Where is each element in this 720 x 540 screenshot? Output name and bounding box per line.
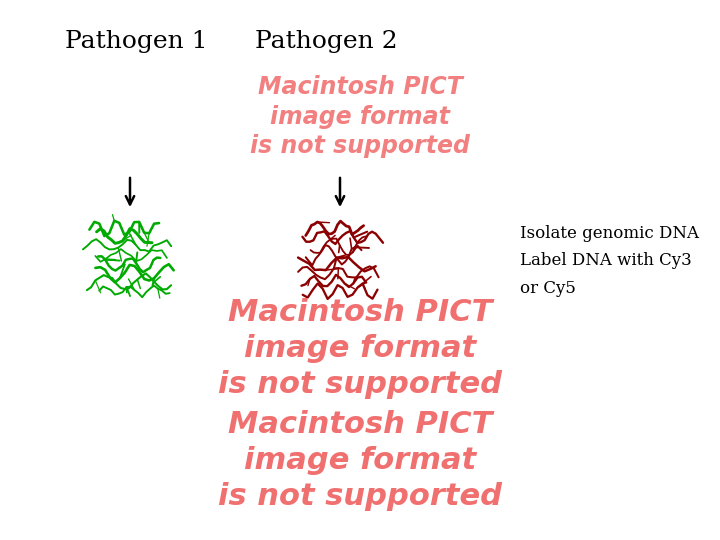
Text: Macintosh PICT
image format
is not supported: Macintosh PICT image format is not suppo… [250, 75, 470, 158]
Text: Macintosh PICT
image format
is not supported: Macintosh PICT image format is not suppo… [218, 298, 502, 399]
Text: Macintosh PICT
image format
is not supported: Macintosh PICT image format is not suppo… [218, 410, 502, 511]
Text: Pathogen 2: Pathogen 2 [255, 30, 397, 53]
Text: Pathogen 1: Pathogen 1 [65, 30, 207, 53]
Text: Isolate genomic DNA
Label DNA with Cy3
or Cy5: Isolate genomic DNA Label DNA with Cy3 o… [520, 225, 699, 297]
